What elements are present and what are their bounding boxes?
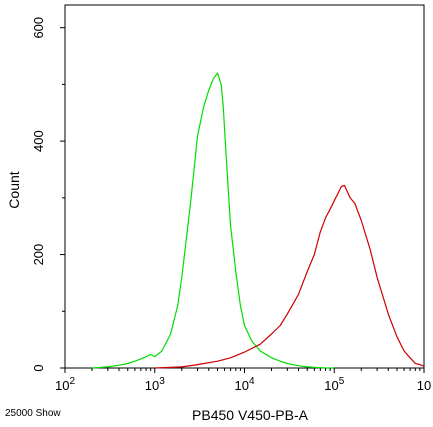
x-tick-label-2: 103 — [145, 376, 165, 393]
y-axis-ticks: 0 200 400 600 — [31, 17, 65, 372]
x-tick-label-1: 102 — [55, 376, 75, 393]
series-line-2 — [154, 184, 425, 369]
series-layer — [91, 72, 425, 369]
y-axis-title: Count — [6, 171, 22, 208]
footer-note: 25000 Show — [5, 408, 61, 419]
x-tick-label-4: 105 — [324, 376, 344, 393]
y-tick-label-3: 400 — [31, 130, 46, 152]
x-axis-ticks: 102 103 104 105 10 — [55, 368, 431, 393]
x-axis-title: PB450 V450-PB-A — [192, 407, 309, 423]
x-tick-label-5: 10 — [417, 378, 431, 393]
series-line-1 — [91, 72, 335, 369]
x-tick-label-3: 104 — [234, 376, 254, 393]
y-tick-label-2: 200 — [31, 244, 46, 266]
y-tick-label-4: 600 — [31, 17, 46, 39]
y-tick-label-1: 0 — [31, 364, 46, 371]
plot-frame — [64, 4, 425, 369]
